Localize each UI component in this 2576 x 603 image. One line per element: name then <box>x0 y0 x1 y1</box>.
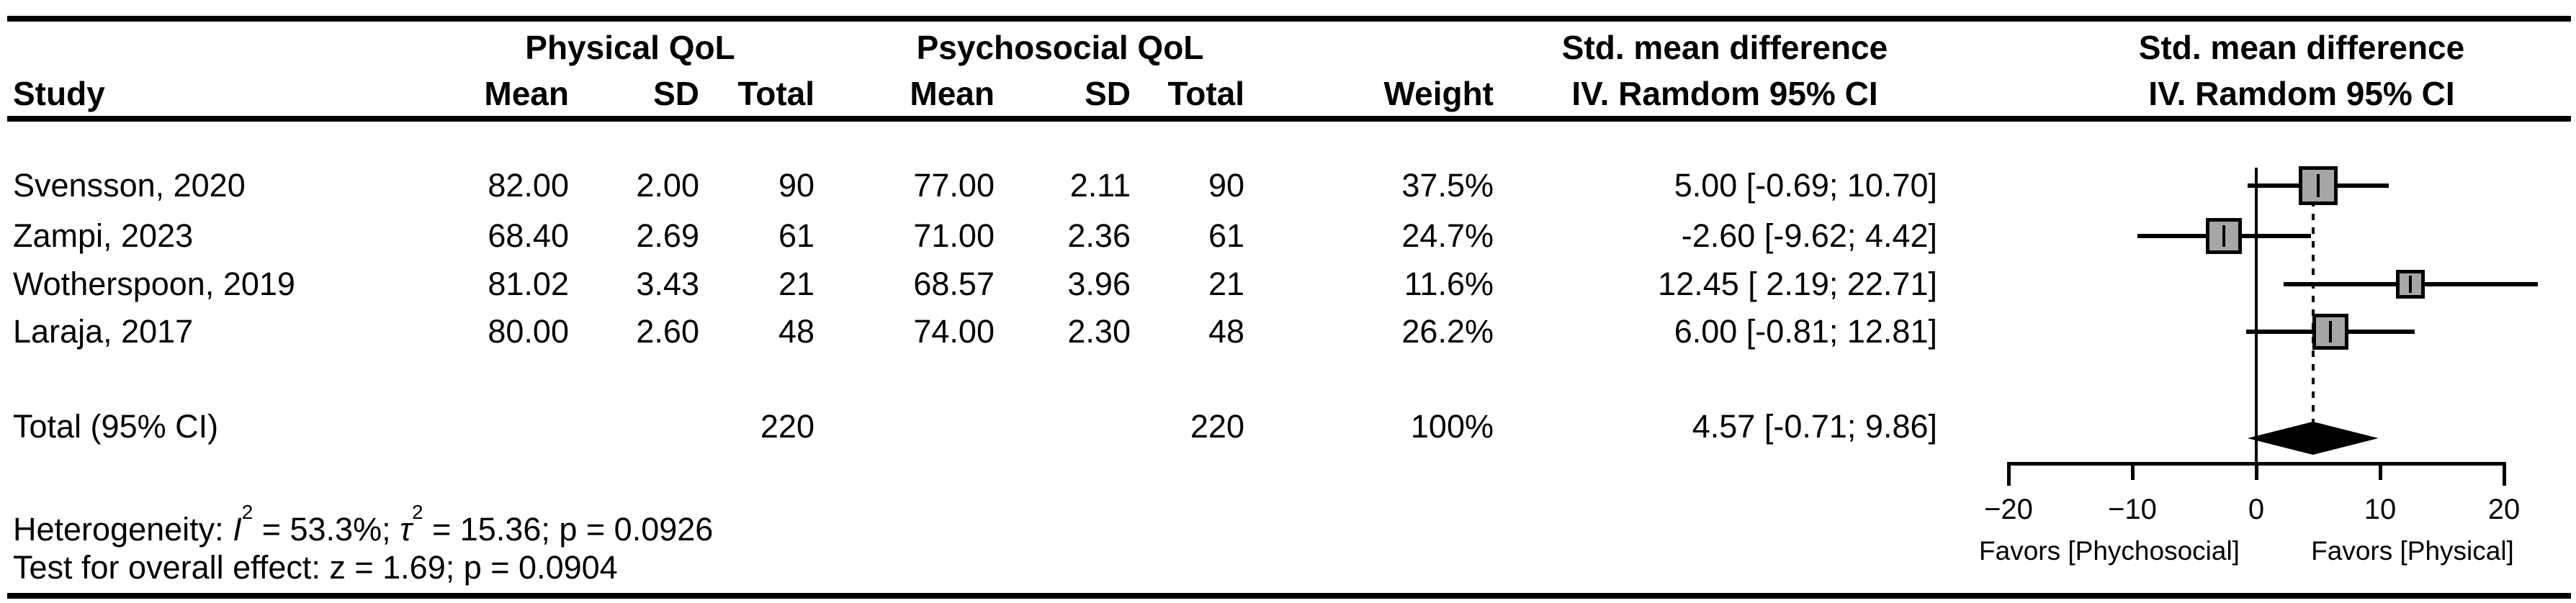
x-axis-tick <box>2131 462 2135 480</box>
psychosocial-total-value: 48 <box>1208 313 1244 350</box>
psychosocial-sd-value: 2.30 <box>1067 313 1131 350</box>
psychosocial-total-value: 90 <box>1208 167 1244 204</box>
point-estimate-tick <box>2317 173 2320 198</box>
ci-text-value: 6.00 [-0.81; 12.81] <box>1674 313 1937 350</box>
physical-total-value: 61 <box>778 217 814 254</box>
tau-squared-exponent: 2 <box>411 501 423 524</box>
psychosocial-mean-value: 71.00 <box>913 217 995 254</box>
study-column-header: Study <box>13 75 105 112</box>
physical-qol-group-header: Physical QoL <box>525 29 735 66</box>
point-estimate-tick <box>2222 225 2226 247</box>
physical-sd-value: 3.43 <box>636 266 699 302</box>
physical-mean-value: 82.00 <box>488 167 569 204</box>
total-psychosocial-n: 220 <box>1190 408 1244 445</box>
ci-text-value: -2.60 [-9.62; 4.42] <box>1681 217 1937 254</box>
i-squared-exponent: 2 <box>241 501 253 524</box>
favors-right-label: Favors [Physical] <box>2311 536 2514 566</box>
total-ci-text: 4.57 [-0.71; 9.86] <box>1692 408 1937 445</box>
overall-effect-line: Test for overall effect: z = 1.69; p = 0… <box>13 549 618 586</box>
physical-sd-value: 2.60 <box>636 313 699 350</box>
psychosocial-qol-group-header: Psychosocial QoL <box>916 29 1204 66</box>
heterogeneity-tau2-p-value: = 15.36; p = 0.0926 <box>423 511 714 548</box>
ci-text-column-subheader: IV. Ramdom 95% CI <box>1571 75 1878 112</box>
total-row-label: Total (95% CI) <box>13 408 219 445</box>
physical-total-value: 48 <box>778 313 814 350</box>
weight-square-marker <box>2312 314 2349 350</box>
tau-squared-symbol: τ <box>400 511 412 548</box>
smd-plot-column-header: Std. mean difference <box>2138 29 2465 66</box>
x-axis-tick-label: −10 <box>2108 494 2157 525</box>
psychosocial-sd-value: 2.11 <box>1069 167 1131 204</box>
psychosocial-sd-value: 3.96 <box>1067 266 1131 302</box>
total-weight: 100% <box>1410 408 1494 445</box>
zero-reference-line <box>2255 168 2258 466</box>
physical-total-value: 90 <box>778 167 814 204</box>
psychosocial-mean-value: 77.00 <box>913 167 995 204</box>
study-name: Wotherspoon, 2019 <box>13 266 295 302</box>
weight-value: 11.6% <box>1404 266 1494 302</box>
x-axis-tick-label: −20 <box>1984 494 2033 525</box>
heterogeneity-prefix: Heterogeneity: <box>13 511 233 548</box>
forest-plot-area: −20 −10 0 10 20 Favors [Phychosocial] Favors [… <box>1973 119 2576 603</box>
physical-sd-column-header: SD <box>653 75 699 112</box>
psychosocial-mean-column-header: Mean <box>910 75 995 112</box>
ci-text-value: 12.45 [ 2.19; 22.71] <box>1658 266 1937 302</box>
psychosocial-total-value: 61 <box>1208 217 1244 254</box>
point-estimate-tick <box>2329 321 2333 343</box>
ci-text-value: 5.00 [-0.69; 10.70] <box>1674 167 1937 204</box>
psychosocial-sd-value: 2.36 <box>1067 217 1131 254</box>
physical-mean-column-header: Mean <box>484 75 569 112</box>
psychosocial-sd-column-header: SD <box>1085 75 1131 112</box>
psychosocial-mean-value: 68.57 <box>913 266 995 302</box>
weight-value: 24.7% <box>1401 217 1494 254</box>
x-axis-tick <box>2379 462 2382 480</box>
smd-text-column-header: Std. mean difference <box>1561 29 1888 66</box>
ci-plot-column-subheader: IV. Ramdom 95% CI <box>2148 75 2455 112</box>
weight-column-header: Weight <box>1383 75 1494 112</box>
physical-mean-value: 80.00 <box>488 313 569 350</box>
point-estimate-tick <box>2409 276 2413 293</box>
x-axis-tick-label: 20 <box>2487 494 2521 525</box>
physical-sd-value: 2.69 <box>636 217 699 254</box>
heterogeneity-line: Heterogeneity: I2 = 53.3%; τ2 = 15.36; p… <box>13 502 1597 550</box>
bottom-rule <box>7 593 2571 599</box>
study-name: Zampi, 2023 <box>13 217 194 254</box>
i-squared-symbol: I <box>233 511 242 548</box>
study-name: Svensson, 2020 <box>13 167 246 204</box>
heterogeneity-i2-value: = 53.3%; <box>253 511 400 548</box>
x-axis-tick <box>2255 462 2258 480</box>
physical-mean-value: 81.02 <box>488 266 569 302</box>
study-name: Laraja, 2017 <box>13 313 194 350</box>
header-rule <box>7 116 2571 122</box>
total-physical-n: 220 <box>760 408 814 445</box>
favors-left-label: Favors [Phychosocial] <box>1979 536 2240 566</box>
psychosocial-mean-value: 74.00 <box>913 313 995 350</box>
x-axis-tick <box>2007 462 2011 486</box>
physical-sd-value: 2.00 <box>636 167 699 204</box>
weight-value: 37.5% <box>1401 167 1494 204</box>
pooled-diamond-marker <box>2247 422 2379 455</box>
physical-total-value: 21 <box>778 266 814 302</box>
x-axis-tick-label: 10 <box>2364 494 2397 525</box>
pooled-estimate-dotted-line <box>2311 173 2315 438</box>
psychosocial-total-column-header: Total <box>1167 75 1244 112</box>
psychosocial-total-value: 21 <box>1208 266 1244 302</box>
top-rule <box>7 16 2571 22</box>
weight-value: 26.2% <box>1401 313 1494 350</box>
x-axis-tick <box>2503 462 2506 486</box>
physical-total-column-header: Total <box>737 75 814 112</box>
physical-mean-value: 68.40 <box>488 217 569 254</box>
x-axis-tick-label: 0 <box>2248 494 2265 525</box>
